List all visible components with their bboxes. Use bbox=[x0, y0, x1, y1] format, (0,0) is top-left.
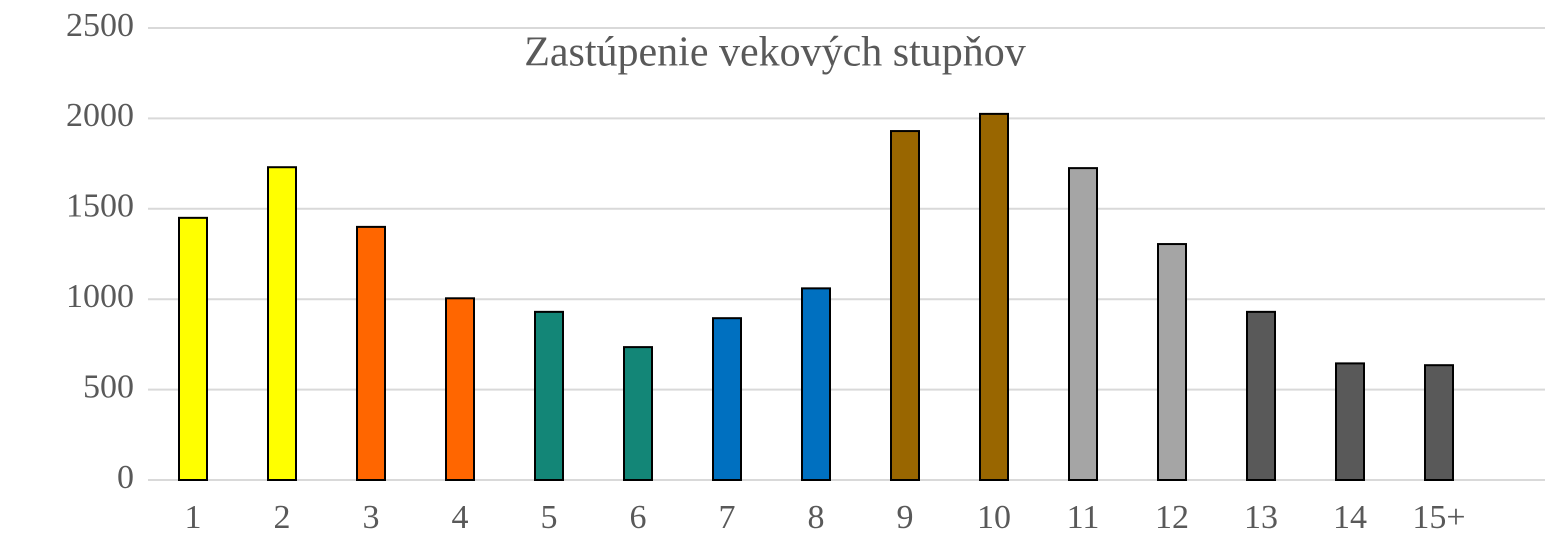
y-tick-label: 1000 bbox=[66, 278, 134, 315]
chart-title: Zastúpenie vekových stupňov bbox=[524, 30, 1026, 76]
bar bbox=[1424, 364, 1454, 481]
x-tick-label: 13 bbox=[1244, 499, 1278, 536]
bar bbox=[890, 130, 920, 481]
bar bbox=[801, 287, 831, 481]
bar bbox=[534, 310, 564, 481]
bar bbox=[267, 166, 297, 481]
x-tick-label: 5 bbox=[541, 499, 558, 536]
x-tick-label: 10 bbox=[977, 499, 1011, 536]
bar bbox=[1068, 167, 1098, 481]
x-tick-label: 9 bbox=[897, 499, 914, 536]
bar bbox=[1157, 243, 1187, 481]
bar bbox=[1335, 362, 1365, 481]
bar bbox=[1246, 310, 1276, 481]
x-tick-label: 12 bbox=[1155, 499, 1189, 536]
bar bbox=[712, 317, 742, 481]
x-tick-label: 3 bbox=[363, 499, 380, 536]
bar bbox=[979, 112, 1009, 481]
x-tick-label: 7 bbox=[719, 499, 736, 536]
x-tick-label: 15+ bbox=[1412, 499, 1465, 536]
x-tick-label: 2 bbox=[274, 499, 291, 536]
x-tick-label: 1 bbox=[185, 499, 202, 536]
bar bbox=[623, 346, 653, 481]
bar bbox=[178, 216, 208, 481]
bar bbox=[356, 225, 386, 481]
bar bbox=[445, 297, 475, 481]
y-tick-label: 0 bbox=[117, 459, 134, 496]
x-tick-label: 11 bbox=[1067, 499, 1100, 536]
x-tick-label: 4 bbox=[452, 499, 469, 536]
y-tick-label: 500 bbox=[83, 368, 134, 405]
x-tick-label: 6 bbox=[630, 499, 647, 536]
x-tick-label: 8 bbox=[808, 499, 825, 536]
x-tick-label: 14 bbox=[1333, 499, 1367, 536]
y-tick-label: 1500 bbox=[66, 188, 134, 225]
y-tick-label: 2000 bbox=[66, 97, 134, 134]
y-tick-label: 2500 bbox=[66, 7, 134, 44]
